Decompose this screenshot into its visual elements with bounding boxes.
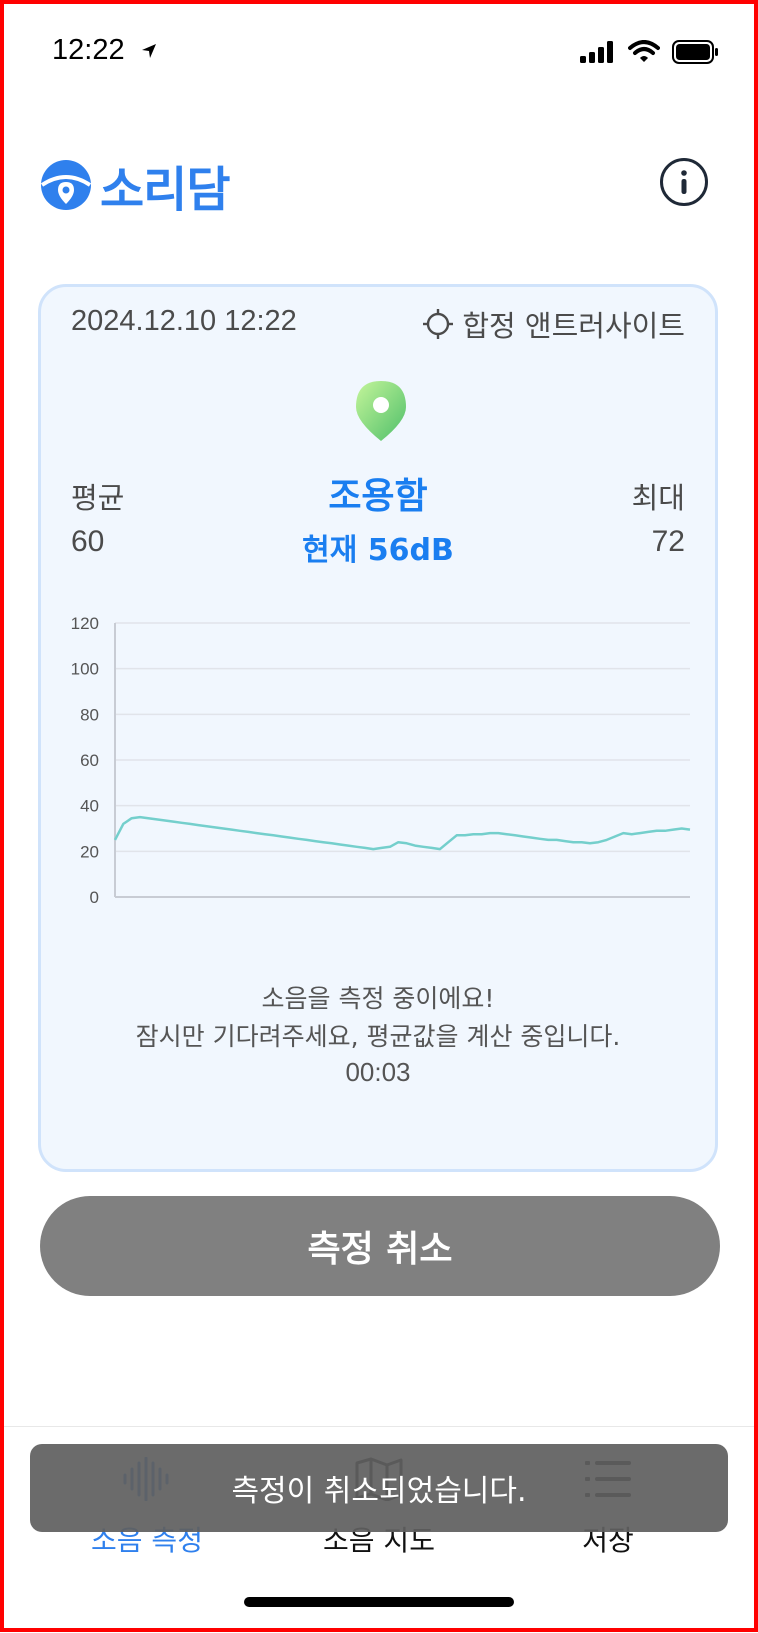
y-tick-label: 120 (71, 614, 99, 633)
series-line-0 (113, 815, 691, 851)
average-label: 평균 (71, 481, 125, 515)
toast-message: 측정이 취소되었습니다. (30, 1444, 728, 1532)
noise-status: 조용함 (328, 476, 428, 517)
app-logo: 소리담 (40, 150, 230, 220)
logo-icon (40, 160, 92, 210)
y-tick-label: 40 (80, 797, 99, 816)
location-arrow-icon (141, 44, 156, 59)
y-tick-label: 60 (80, 751, 99, 770)
measuring-message: 소음을 측정 중이에요! (261, 984, 495, 1013)
signal-icon (580, 41, 613, 63)
timer: 00:03 (345, 1057, 411, 1087)
battery-icon (672, 40, 718, 64)
y-tick-label: 80 (80, 705, 99, 724)
home-indicator (244, 1597, 514, 1607)
y-tick-label: 0 (90, 888, 99, 907)
map-pin-icon (354, 379, 408, 447)
max-label: 최대 (631, 481, 685, 515)
location-name: 합정 앤트러사이트 (462, 309, 685, 343)
noise-chart: 0 20 40 60 80 100 120 (71, 614, 691, 907)
status-time: 12:22 (52, 34, 159, 67)
info-button[interactable] (660, 158, 708, 206)
info-icon (681, 170, 687, 194)
y-tick-label: 20 (80, 842, 99, 861)
current-db: 현재 56dB (302, 533, 454, 568)
cancel-measurement-button[interactable]: 측정 취소 (40, 1196, 720, 1296)
status-icons (580, 40, 720, 64)
measurement-card: 2024.12.10 12:22 합정 앤트러사이트 평균 60 조용함 현재 … (38, 284, 718, 1172)
wifi-icon (628, 40, 660, 62)
status-time-text: 12:22 (52, 34, 125, 66)
max-value: 72 (651, 525, 685, 558)
crosshair-icon (423, 309, 454, 339)
average-value: 60 (71, 525, 105, 558)
y-tick-label: 100 (71, 660, 99, 679)
app-name: 소리담 (100, 162, 230, 218)
location-selector[interactable]: 합정 앤트러사이트 (422, 303, 685, 345)
wait-message: 잠시만 기다려주세요, 평균값을 계산 중입니다. (135, 1022, 621, 1051)
measurement-datetime: 2024.12.10 12:22 (71, 305, 297, 337)
